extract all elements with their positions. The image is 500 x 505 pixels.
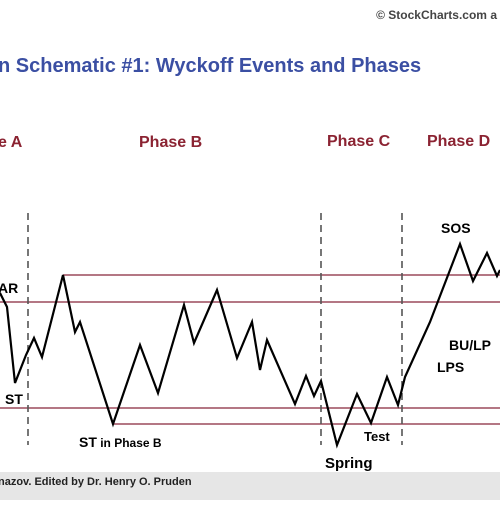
event-lps-label: LPS [437,359,464,375]
st-phase-b-prefix: ST [79,434,97,450]
phase-c-label: Phase C [327,133,391,150]
event-ar-label: AR [0,280,18,296]
diagram-title: n Schematic #1: Wyckoff Events and Phase… [0,55,421,77]
price-action-line [0,240,500,449]
event-st-label: ST [5,391,23,407]
credit-bar [0,472,500,500]
event-sos-label: SOS [441,220,471,236]
phase-a-label: e A [0,134,23,151]
phase-b-label: Phase B [139,134,202,151]
st-phase-b-suffix: in Phase B [97,436,162,450]
credit-text: nazov. Edited by Dr. Henry O. Pruden [0,476,192,488]
event-spring-label: Spring [325,455,373,472]
event-test-label: Test [364,429,390,444]
event-st-phase-b-label: ST in Phase B [79,434,162,450]
event-bu-lps-label: BU/LP [449,337,491,353]
phase-d-label: Phase D [427,133,490,150]
watermark-text: © StockCharts.com a [376,8,497,22]
